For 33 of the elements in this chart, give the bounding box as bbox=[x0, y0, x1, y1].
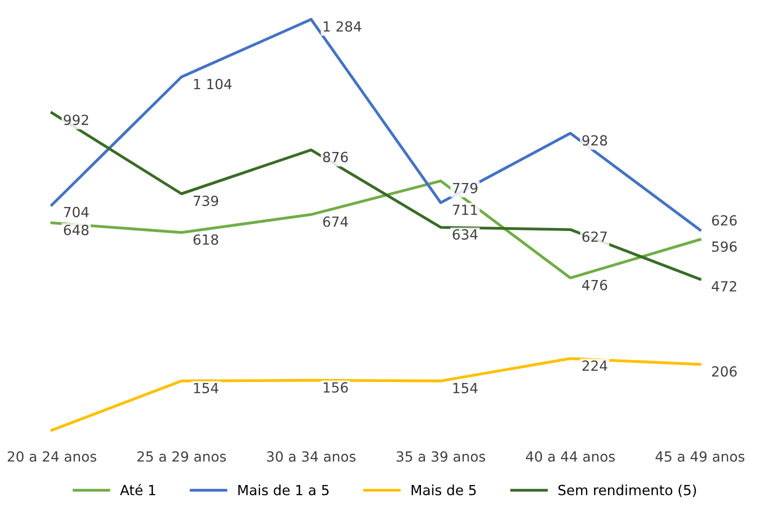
data-label: 648 bbox=[64, 224, 89, 236]
data-label: 674 bbox=[323, 216, 348, 227]
x-tick-label: 30 a 34 anos bbox=[267, 451, 356, 462]
data-label: 876 bbox=[323, 152, 348, 162]
legend-label: Sem rendimento (5) bbox=[558, 484, 696, 497]
data-label: 626 bbox=[712, 215, 737, 226]
data-label: 224 bbox=[582, 360, 608, 371]
x-tick-label: 40 a 44 anos bbox=[526, 451, 615, 462]
data-label: 154 bbox=[194, 382, 218, 394]
x-tick-label: 25 a 29 anos bbox=[137, 451, 226, 462]
x-tick-label: 20 a 24 anos bbox=[8, 451, 96, 462]
data-label: 739 bbox=[194, 196, 218, 206]
data-label: 627 bbox=[582, 231, 607, 242]
legend-label: Até 1 bbox=[120, 484, 156, 496]
data-label: 779 bbox=[452, 182, 478, 194]
data-label: 1 284 bbox=[324, 21, 362, 32]
data-label: 711 bbox=[452, 204, 478, 215]
data-label: 634 bbox=[452, 229, 478, 240]
data-label: 1 104 bbox=[194, 78, 232, 90]
data-label: 476 bbox=[582, 280, 608, 290]
data-label: 992 bbox=[64, 114, 88, 126]
x-tick-label: 45 a 49 anos bbox=[656, 451, 744, 462]
data-label: 596 bbox=[712, 241, 737, 252]
legend-label: Mais de 1 a 5 bbox=[238, 484, 329, 496]
data-label: 928 bbox=[582, 135, 608, 146]
legend-label: Mais de 5 bbox=[412, 484, 476, 496]
data-label: 156 bbox=[324, 382, 348, 393]
data-label: 618 bbox=[194, 234, 218, 245]
data-label: 472 bbox=[712, 281, 736, 292]
data-label: 206 bbox=[712, 366, 737, 377]
data-label: 154 bbox=[453, 382, 478, 394]
x-tick-label: 35 a 39 anos bbox=[396, 451, 486, 462]
data-label: 704 bbox=[64, 206, 89, 218]
